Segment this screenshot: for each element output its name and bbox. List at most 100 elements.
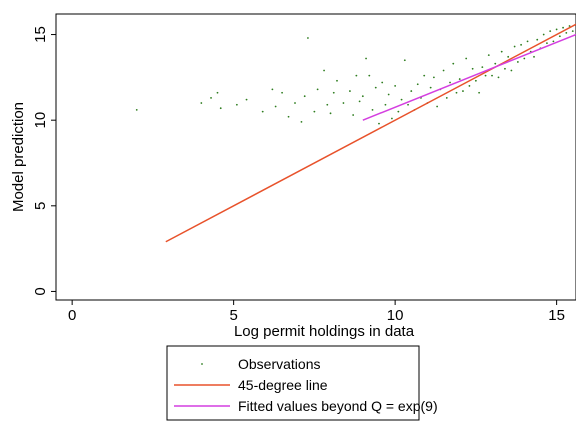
- data-point: [513, 45, 516, 48]
- data-point: [365, 57, 367, 60]
- data-point: [432, 76, 435, 79]
- data-point: [300, 120, 303, 123]
- data-point: [468, 85, 471, 87]
- data-point: [526, 40, 529, 43]
- data-point: [571, 30, 574, 33]
- data-point: [523, 57, 526, 60]
- data-point: [303, 95, 306, 98]
- data-point: [371, 109, 374, 111]
- x-tick-label: 15: [548, 307, 565, 324]
- data-point: [484, 74, 487, 77]
- data-point: [326, 103, 329, 106]
- data-point: [481, 66, 484, 68]
- data-point: [494, 62, 497, 65]
- data-point: [294, 102, 296, 104]
- data-point: [332, 91, 335, 94]
- series-line-fitted: [362, 33, 576, 121]
- data-point: [491, 74, 493, 77]
- data-point: [442, 69, 445, 72]
- data-point: [381, 81, 384, 84]
- legend-label-45-degree-line: 45-degree line: [238, 377, 328, 393]
- data-point: [452, 62, 455, 65]
- data-point: [271, 88, 274, 91]
- data-point: [219, 107, 222, 110]
- data-point: [329, 112, 332, 115]
- data-point: [374, 86, 377, 89]
- data-point: [455, 91, 458, 94]
- data-point: [352, 114, 355, 116]
- data-point: [378, 122, 380, 125]
- data-point: [281, 91, 283, 94]
- data-point: [368, 74, 371, 77]
- data-point: [274, 105, 277, 108]
- data-point: [361, 95, 364, 98]
- data-point: [245, 98, 248, 101]
- legend: Observations 45-degree line Fitted value…: [166, 345, 438, 421]
- data-point: [436, 105, 439, 108]
- data-point: [555, 28, 558, 31]
- chart-marks: [135, 23, 576, 243]
- y-tick-label: 0: [32, 287, 49, 295]
- data-point: [558, 35, 561, 38]
- x-tick-label: 5: [229, 307, 237, 324]
- plot-frame: [55, 13, 576, 301]
- data-point: [458, 78, 461, 80]
- data-point: [216, 91, 219, 94]
- data-point: [533, 55, 535, 58]
- data-point: [510, 69, 513, 72]
- data-point: [210, 97, 212, 99]
- data-point: [416, 83, 419, 86]
- y-tick-label: 15: [32, 26, 49, 43]
- legend-key-observations: [201, 363, 203, 365]
- data-point: [391, 117, 393, 120]
- data-point: [497, 76, 500, 79]
- data-point: [316, 88, 319, 91]
- legend-label-observations: Observations: [238, 356, 320, 372]
- data-point: [394, 85, 397, 87]
- data-point: [235, 103, 238, 106]
- data-point: [423, 74, 426, 77]
- y-axis-title: Model prediction: [10, 102, 27, 212]
- data-point: [407, 103, 409, 106]
- data-point: [445, 97, 448, 99]
- data-point: [355, 74, 358, 77]
- data-point: [313, 110, 316, 113]
- x-tick-label: 0: [68, 307, 76, 324]
- legend-box: [166, 345, 420, 421]
- data-point: [200, 102, 203, 104]
- data-point: [397, 110, 400, 113]
- data-point: [336, 79, 338, 82]
- data-point: [387, 93, 390, 96]
- data-point: [504, 67, 506, 70]
- data-point: [568, 25, 571, 27]
- data-point: [287, 115, 290, 118]
- x-axis-title: Log permit holdings in data: [234, 323, 415, 340]
- data-point: [471, 67, 474, 70]
- data-point: [478, 91, 481, 94]
- data-point: [500, 50, 503, 53]
- data-point: [507, 55, 510, 58]
- series-line-45-degree: [165, 23, 576, 243]
- data-point: [487, 54, 490, 57]
- x-tick-label: 10: [387, 307, 404, 324]
- data-point: [400, 98, 403, 101]
- y-tick-label: 10: [32, 112, 49, 129]
- data-point: [562, 26, 564, 29]
- data-point: [403, 59, 406, 62]
- data-point: [465, 57, 468, 60]
- data-point: [410, 90, 413, 92]
- axis-ticks: 0 5 10 15 0 5 10 15: [32, 26, 565, 324]
- data-point: [342, 102, 345, 104]
- data-point: [323, 69, 325, 72]
- data-point: [429, 86, 432, 89]
- data-point: [536, 38, 539, 41]
- data-point: [307, 37, 309, 39]
- data-point: [349, 90, 351, 92]
- y-tick-label: 5: [32, 202, 49, 210]
- data-point: [474, 79, 477, 82]
- data-point: [358, 100, 361, 103]
- legend-label-fitted-values: Fitted values beyond Q = exp(9): [238, 398, 438, 414]
- data-point: [546, 42, 548, 45]
- data-point: [135, 109, 138, 111]
